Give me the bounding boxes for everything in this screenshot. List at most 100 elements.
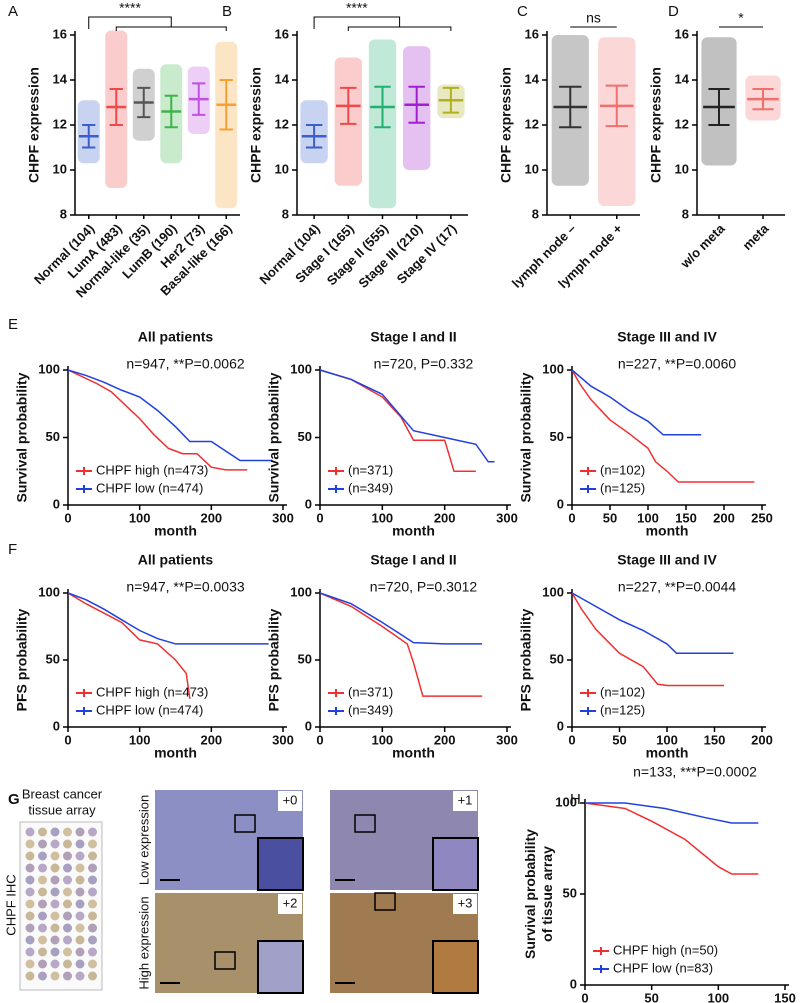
y-tick-label: 100: [290, 584, 312, 599]
tissue-core: [38, 959, 47, 969]
y-tick-label: 12: [675, 116, 689, 131]
legend-label: (n=349): [348, 480, 393, 495]
significance: ****: [119, 0, 141, 16]
legend-swatch: [580, 467, 596, 475]
y-tick-label: 100: [555, 794, 577, 809]
legend-swatch: [328, 707, 344, 715]
zoom-box: [374, 892, 396, 911]
chart-title: Stage III and IV: [617, 329, 717, 345]
y-tick-label: 0: [557, 496, 564, 511]
tissue-core: [63, 935, 72, 945]
tissue-core: [38, 935, 47, 945]
tissue-core: [50, 839, 60, 849]
tissue-core: [63, 923, 72, 933]
y-axis-label: CHPF expression: [26, 67, 42, 183]
tissue-core: [63, 875, 72, 885]
y-tick-label: 8: [532, 206, 539, 221]
survival-curve: [67, 369, 248, 471]
y-tick-label: 8: [60, 206, 67, 221]
y-tick-label: 0: [305, 718, 312, 733]
legend-swatch: [76, 707, 92, 715]
x-tick-label: w/o meta: [677, 220, 728, 271]
y-axis-label: Survival probability: [266, 372, 282, 502]
legend-swatch: [328, 467, 344, 475]
annotation: n=947, **P=0.0033: [126, 579, 245, 595]
x-tick-label: 150: [704, 732, 726, 747]
x-tick-label: 100: [129, 510, 151, 525]
tissue-core: [50, 899, 60, 909]
tissue-core: [25, 887, 35, 897]
tissue-core: [50, 947, 60, 957]
score-box: [453, 791, 477, 811]
chart-title: All patients: [138, 552, 214, 568]
panel-g-images: G Breast cancer tissue array CHPF IHC Lo…: [3, 786, 479, 994]
score-box: [453, 894, 477, 914]
y-tick-label: 8: [682, 206, 689, 221]
x-axis-label: month: [392, 523, 435, 539]
inset: [432, 940, 479, 994]
legend-label: CHPF low (n=83): [613, 960, 713, 975]
panel-letter: D: [668, 3, 679, 20]
tissue-core: [75, 959, 85, 969]
x-tick-label: 200: [200, 510, 222, 525]
y-tick-label: 50: [298, 651, 312, 666]
survival-curve: [584, 802, 759, 875]
y-tick-label: 14: [675, 71, 690, 86]
tissue-core: [88, 899, 97, 909]
annotation: n=227, **P=0.0060: [618, 356, 737, 372]
tissue-core: [25, 851, 35, 861]
survival-curve: [319, 592, 483, 645]
x-tick-label: 0: [568, 732, 575, 747]
x-axis-label: month: [392, 745, 435, 761]
tissue-core: [75, 911, 85, 921]
tissue-core: [75, 899, 85, 909]
panel-letter: F: [8, 541, 17, 558]
tissue-core: [38, 887, 47, 897]
legend-label: CHPF high (n=473): [96, 462, 208, 477]
zoom-box: [354, 814, 376, 833]
x-tick-label: 100: [656, 732, 678, 747]
x-tick-label: 200: [434, 732, 456, 747]
array-title: tissue array: [28, 802, 96, 817]
tissue-core: [38, 863, 47, 873]
tissue-core: [88, 959, 97, 969]
legend-label: (n=349): [348, 702, 393, 717]
legend-swatch: [76, 467, 92, 475]
tissue-core: [63, 851, 72, 861]
significance-bracket: [313, 16, 452, 31]
survival-curve: [67, 592, 191, 699]
chart-title: Stage III and IV: [617, 552, 717, 568]
tissue-core: [63, 899, 72, 909]
tissue-core: [50, 923, 60, 933]
panel-letter: B: [222, 3, 232, 20]
tissue-core: [63, 947, 72, 957]
tissue-core: [50, 959, 60, 969]
score-box: [278, 791, 302, 811]
x-tick-label: 50: [612, 732, 626, 747]
survival-curve: [571, 592, 724, 687]
y-tick-label: 100: [542, 584, 564, 599]
y-tick-label: 100: [38, 361, 60, 376]
y-axis-label: PFS probability: [14, 608, 30, 711]
x-tick-label: 50: [644, 990, 658, 1003]
chart-title: Stage I and II: [370, 552, 456, 568]
tissue-core: [63, 887, 72, 897]
y-axis-label: Survival probability: [518, 372, 534, 502]
tissue-core: [75, 947, 85, 957]
tissue-core: [50, 887, 60, 897]
tissue-core: [88, 947, 97, 957]
y-axis-label: Survival probability: [522, 829, 538, 959]
significance: *: [738, 10, 744, 26]
survival-curve: [319, 369, 495, 463]
y-tick-label: 0: [53, 496, 60, 511]
survival-curve: [319, 592, 483, 697]
y-tick-label: 50: [563, 885, 577, 900]
tissue-core: [25, 863, 35, 873]
tissue-core: [88, 911, 97, 921]
low-label: Low expression: [136, 795, 151, 885]
annotation: n=720, P=0.332: [374, 356, 474, 372]
legend-label: CHPF low (n=474): [96, 480, 203, 495]
survival-curve: [585, 802, 759, 824]
y-axis-label: Survival probability: [14, 372, 30, 502]
zoom-box: [234, 814, 256, 833]
